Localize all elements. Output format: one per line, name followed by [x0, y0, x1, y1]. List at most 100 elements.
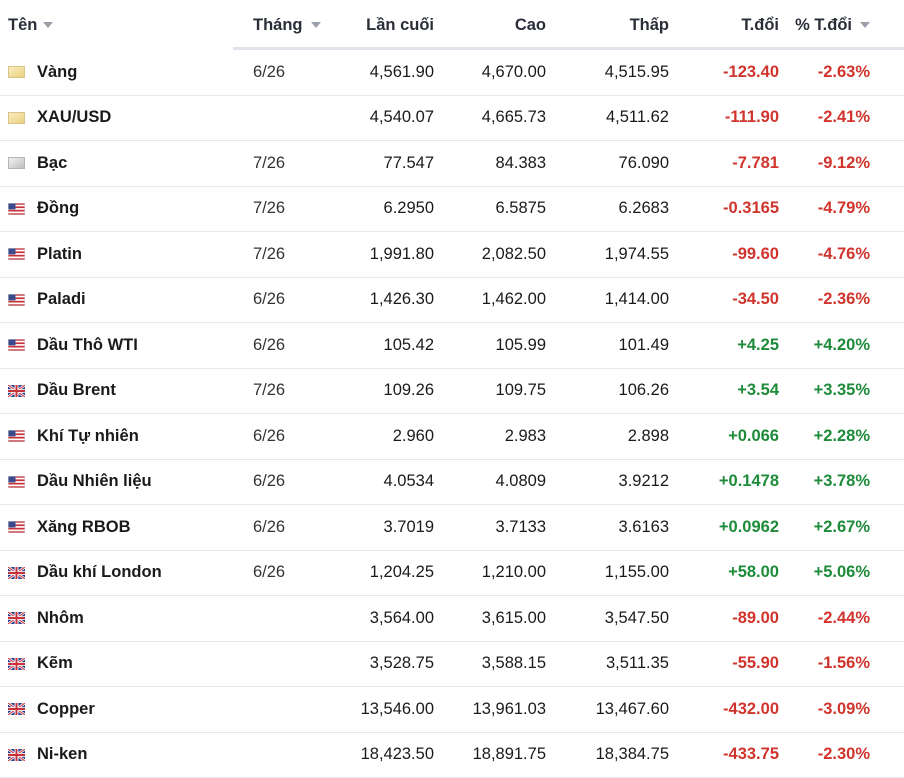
low-price-cell: 1,974.55	[604, 244, 669, 263]
low-price-cell: 13,467.60	[595, 699, 669, 718]
low-price-cell: 1,155.00	[604, 563, 669, 582]
commodity-name-cell[interactable]: Dầu khí London	[0, 563, 233, 582]
change-pct-cell: -2.41%	[817, 108, 870, 127]
commodity-name-cell[interactable]: Nhôm	[0, 609, 233, 628]
gold-icon	[8, 66, 25, 79]
commodity-name-link[interactable]: Paladi	[37, 290, 86, 309]
us-flag-icon	[8, 293, 25, 306]
last-price-cell: 1,991.80	[369, 244, 434, 263]
table-row[interactable]: Bạc 7/26 77.547 84.383 76.090 -7.781 -9.12%	[0, 141, 904, 187]
commodity-name-cell[interactable]: Dầu Thô WTI	[0, 336, 233, 355]
commodity-name-cell[interactable]: Copper	[0, 700, 233, 719]
commodity-name-link[interactable]: Dầu Brent	[37, 381, 116, 400]
low-price-cell: 6.2683	[618, 199, 669, 218]
table-row[interactable]: Ni-ken 18,423.50 18,891.75 18,384.75 -433.75…	[0, 733, 904, 778]
month-cell: 6/26	[253, 517, 286, 536]
low-price-cell: 3,547.50	[604, 608, 669, 627]
commodity-name-link[interactable]: Kẽm	[37, 654, 73, 673]
commodity-name-cell[interactable]: Dầu Brent	[0, 381, 233, 400]
commodity-name-link[interactable]: Vàng	[37, 62, 78, 81]
table-row[interactable]: Platin 7/26 1,991.80 2,082.50 1,974.55 -99.60…	[0, 232, 904, 278]
table-row[interactable]: Kẽm 3,528.75 3,588.15 3,511.35 -55.90 -1.56%	[0, 642, 904, 687]
sort-by-name[interactable]: Tên	[0, 16, 233, 35]
commodity-name-link[interactable]: XAU/USD	[37, 108, 112, 127]
header-change[interactable]: T.đổi	[741, 15, 779, 34]
commodity-name-link[interactable]: Dầu khí London	[37, 563, 162, 582]
last-price-cell: 3,564.00	[369, 608, 434, 627]
month-cell: 6/26	[253, 335, 286, 354]
table-header: Tên Tháng Lần cuối Cao Thấp T.đổi % T.đổ…	[0, 0, 904, 50]
last-price-cell: 4.0534	[383, 472, 434, 491]
header-change-pct-label: % T.đổi	[795, 15, 852, 34]
table-row[interactable]: Nhôm 3,564.00 3,615.00 3,547.50 -89.00 -2.44%	[0, 596, 904, 642]
high-price-cell: 3.7133	[495, 517, 546, 536]
commodity-name-link[interactable]: Copper	[37, 699, 95, 718]
table-row[interactable]: Dầu Thô WTI 6/26 105.42 105.99 101.49 +4.25 +4…	[0, 323, 904, 369]
commodity-name-cell[interactable]: Ni-ken	[0, 745, 233, 764]
low-price-cell: 76.090	[618, 153, 669, 172]
sort-by-month[interactable]: Tháng	[233, 16, 321, 35]
last-price-cell: 3,528.75	[369, 654, 434, 673]
commodity-name-link[interactable]: Đồng	[37, 199, 80, 218]
sort-by-change-pct[interactable]: % T.đổi	[779, 16, 891, 35]
uk-flag-icon	[8, 703, 25, 716]
us-flag-icon	[8, 248, 25, 261]
table-row[interactable]: Dầu Nhiên liệu 6/26 4.0534 4.0809 3.9212 +0.1…	[0, 460, 904, 505]
table-row[interactable]: Xăng RBOB 6/26 3.7019 3.7133 3.6163 +0.0962 +2…	[0, 505, 904, 551]
commodity-name-cell[interactable]: Dầu Nhiên liệu	[0, 472, 233, 491]
commodity-name-link[interactable]: Dầu Thô WTI	[37, 335, 138, 354]
last-price-cell: 13,546.00	[360, 699, 434, 718]
header-last[interactable]: Lần cuối	[366, 15, 434, 34]
commodity-name-link[interactable]: Nhôm	[37, 608, 84, 627]
commodity-name-cell[interactable]: Đồng	[0, 199, 233, 218]
commodity-name-link[interactable]: Xăng RBOB	[37, 517, 131, 536]
month-cell: 7/26	[253, 381, 286, 400]
table-row[interactable]: Dầu khí London 6/26 1,204.25 1,210.00 1,155.…	[0, 551, 904, 596]
change-cell: -55.90	[732, 654, 779, 673]
change-cell: -7.781	[732, 153, 779, 172]
silver-icon	[8, 157, 25, 170]
commodity-name-link[interactable]: Bạc	[37, 153, 68, 172]
commodity-name-link[interactable]: Ni-ken	[37, 745, 88, 764]
header-high[interactable]: Cao	[514, 15, 546, 34]
low-price-cell: 2.898	[627, 426, 669, 445]
commodity-name-link[interactable]: Khí Tự nhiên	[37, 426, 139, 445]
commodity-name-link[interactable]: Dầu Nhiên liệu	[37, 472, 152, 491]
change-pct-cell: +2.67%	[813, 517, 870, 536]
change-pct-cell: +3.78%	[813, 472, 870, 491]
table-row[interactable]: Paladi 6/26 1,426.30 1,462.00 1,414.00 -34.50…	[0, 278, 904, 323]
change-cell: -0.3165	[723, 199, 779, 218]
table-row[interactable]: Đồng 7/26 6.2950 6.5875 6.2683 -0.3165 -4.79%	[0, 187, 904, 232]
commodity-name-cell[interactable]: Kẽm	[0, 654, 233, 673]
uk-flag-icon	[8, 384, 25, 397]
commodity-name-cell[interactable]: Platin	[0, 245, 233, 264]
low-price-cell: 101.49	[618, 335, 669, 354]
header-low[interactable]: Thấp	[629, 15, 669, 34]
change-cell: -99.60	[732, 244, 779, 263]
table-row[interactable]: Copper 13,546.00 13,961.03 13,467.60 -432.00…	[0, 687, 904, 733]
commodity-name-cell[interactable]: XAU/USD	[0, 108, 233, 127]
commodity-name-cell[interactable]: Paladi	[0, 290, 233, 309]
high-price-cell: 1,210.00	[481, 563, 546, 582]
commodity-name-cell[interactable]: Vàng	[0, 63, 233, 82]
uk-flag-icon	[8, 612, 25, 625]
high-price-cell: 6.5875	[495, 199, 546, 218]
commodity-name-cell[interactable]: Bạc	[0, 154, 233, 173]
commodity-name-cell[interactable]: Khí Tự nhiên	[0, 427, 233, 446]
low-price-cell: 3.9212	[618, 472, 669, 491]
last-price-cell: 4,561.90	[369, 62, 434, 81]
table-row[interactable]: Khí Tự nhiên 6/26 2.960 2.983 2.898 +0.066 +2.…	[0, 414, 904, 460]
table-row[interactable]: Vàng 6/26 4,561.90 4,670.00 4,515.95 -123.40 -…	[0, 50, 904, 96]
change-pct-cell: -1.56%	[817, 654, 870, 673]
header-name-label: Tên	[8, 15, 38, 34]
change-pct-cell: -9.12%	[817, 153, 870, 172]
commodity-name-cell[interactable]: Xăng RBOB	[0, 518, 233, 537]
high-price-cell: 18,891.75	[472, 745, 546, 764]
change-cell: -89.00	[732, 608, 779, 627]
change-cell: +0.066	[728, 426, 779, 445]
commodity-name-link[interactable]: Platin	[37, 244, 82, 263]
change-pct-cell: +4.20%	[813, 335, 870, 354]
table-row[interactable]: Dầu Brent 7/26 109.26 109.75 106.26 +3.54 +3.3…	[0, 369, 904, 414]
table-row[interactable]: XAU/USD 4,540.07 4,665.73 4,511.62 -111.90 -2…	[0, 96, 904, 141]
